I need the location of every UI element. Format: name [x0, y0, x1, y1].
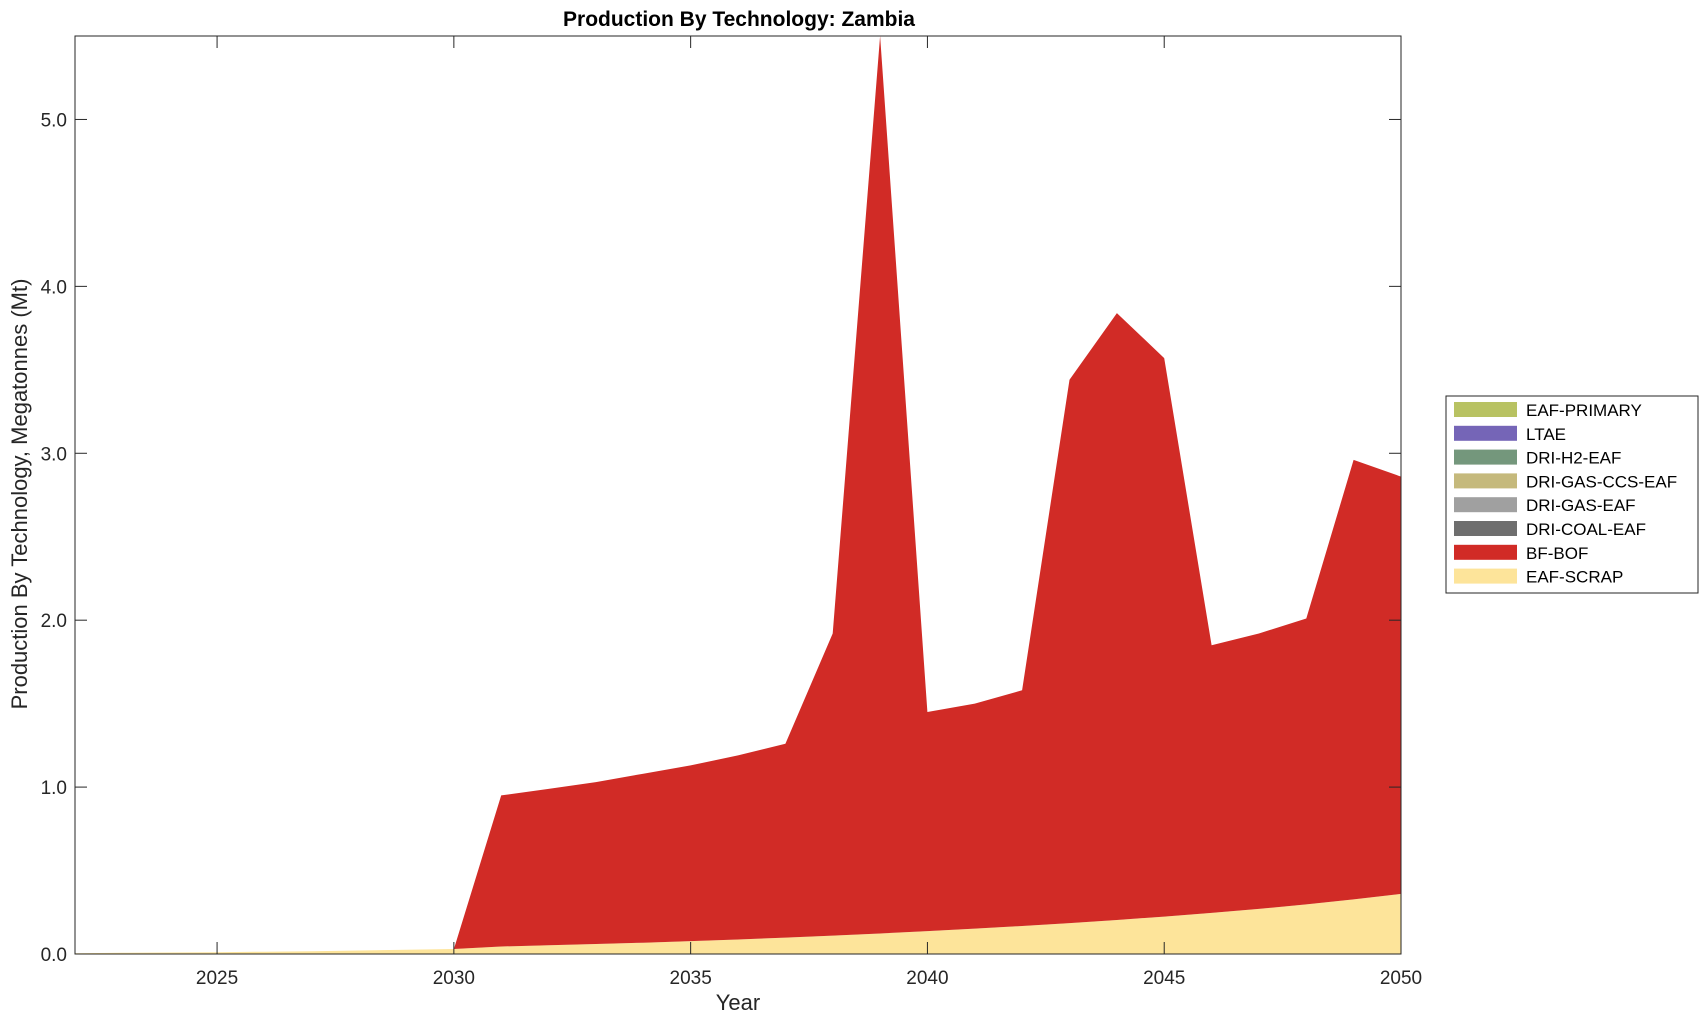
y-tick-label: 3.0	[41, 444, 67, 465]
legend-box	[1445, 395, 1699, 594]
legend-label: EAF-SCRAP	[1526, 568, 1623, 587]
x-tick-label: 2050	[1380, 968, 1422, 989]
legend-label: BF-BOF	[1526, 544, 1588, 563]
chart-title: Production By Technology: Zambia	[563, 8, 915, 31]
y-tick-label: 4.0	[41, 277, 67, 298]
areas-layer	[75, 36, 1401, 954]
x-axis-title: Year	[716, 990, 760, 1015]
legend-label: DRI-COAL-EAF	[1526, 520, 1646, 539]
area-eaf-scrap	[75, 893, 1401, 954]
legend-label: EAF-PRIMARY	[1526, 401, 1642, 420]
legend-swatch	[1454, 497, 1517, 513]
legend-swatch	[1454, 544, 1517, 560]
legend-swatch	[1454, 449, 1517, 465]
legend-swatch	[1454, 568, 1517, 584]
x-tick-label: 2025	[196, 968, 238, 989]
legend-label: DRI-H2-EAF	[1526, 449, 1621, 468]
plot-frame	[74, 35, 1402, 955]
x-tick-label: 2030	[433, 968, 475, 989]
y-tick-label: 0.0	[41, 945, 67, 966]
x-tick-label: 2045	[1143, 968, 1185, 989]
legend-label: DRI-GAS-EAF	[1526, 496, 1636, 515]
area-bf-bof	[75, 36, 1401, 954]
legend-label: LTAE	[1526, 425, 1566, 444]
y-tick-label: 1.0	[41, 778, 67, 799]
legend-label: DRI-GAS-CCS-EAF	[1526, 472, 1677, 491]
legend-swatch	[1454, 402, 1517, 417]
y-tick-label: 2.0	[41, 611, 67, 632]
x-tick-label: 2035	[670, 968, 712, 989]
x-tick-label: 2040	[906, 968, 948, 989]
legend-swatch	[1454, 473, 1517, 489]
legend-swatch	[1454, 521, 1517, 536]
legend: EAF-PRIMARY LTAE DRI-H2-EAF DRI-GAS-CCS-EAF…	[1445, 395, 1699, 594]
y-tick-label: 5.0	[41, 110, 67, 131]
legend-swatch	[1454, 425, 1517, 441]
y-axis-title: Production By Technology, Megatonnes (Mt…	[7, 279, 32, 710]
ticks-layer: 2025 2030 2035 2040 2045 2050 0.0 1.0 2.0 3.0 4.0 5…	[41, 36, 1422, 989]
